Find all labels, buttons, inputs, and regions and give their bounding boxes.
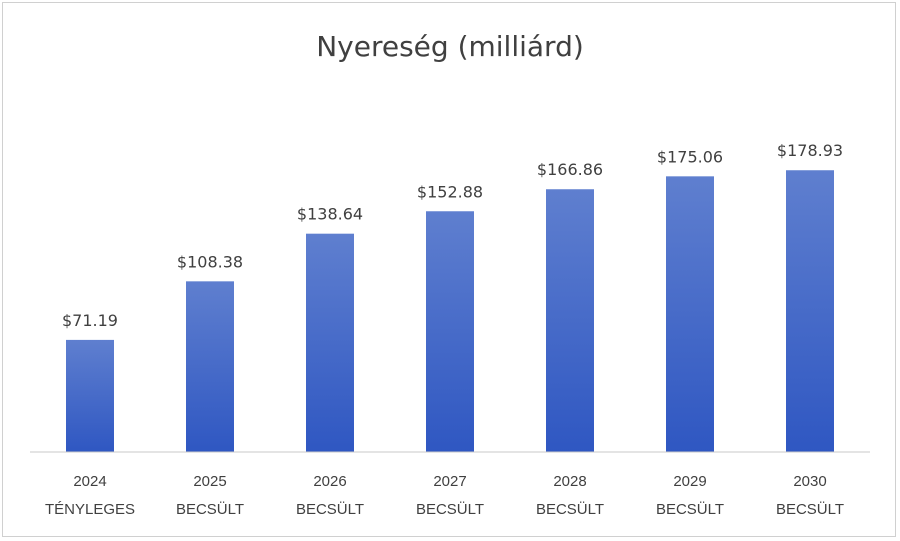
data-label-2024: $71.19 [62, 311, 118, 330]
x-tick-year-2029: 2029 [673, 473, 706, 490]
x-tick-year-2028: 2028 [553, 473, 586, 490]
x-tick-type-2029: BECSÜLT [656, 500, 724, 518]
x-tick-year-2030: 2030 [793, 473, 826, 490]
x-tick-type-2027: BECSÜLT [416, 500, 484, 518]
x-tick-year-2024: 2024 [73, 473, 106, 490]
bar-2030 [786, 170, 834, 452]
bars-group [66, 170, 834, 453]
bar-2027 [426, 211, 474, 452]
data-labels-group: $71.19 $108.38 $138.64 $152.88 $166.86 $175.0… [62, 141, 843, 330]
data-label-2030: $178.93 [777, 141, 843, 160]
x-tick-type-2025: BECSÜLT [176, 500, 244, 518]
x-tick-year-2027: 2027 [433, 473, 466, 490]
data-label-2029: $175.06 [657, 147, 723, 166]
x-tick-year-2025: 2025 [193, 473, 226, 490]
data-label-2028: $166.86 [537, 160, 603, 179]
bar-2028 [546, 189, 594, 453]
x-tick-type-2028: BECSÜLT [536, 500, 604, 518]
data-label-2026: $138.64 [297, 205, 363, 224]
x-tick-type-2026: BECSÜLT [296, 500, 364, 518]
data-label-2027: $152.88 [417, 182, 483, 201]
x-tick-type-2024: TÉNYLEGES [45, 501, 135, 518]
bar-2025 [186, 281, 234, 452]
x-tick-labels-group: 2024 TÉNYLEGES 2025 BECSÜLT 2026 BECSÜLT 2027 B… [45, 473, 844, 518]
x-tick-type-2030: BECSÜLT [776, 500, 844, 518]
bar-2029 [666, 176, 714, 453]
data-label-2025: $108.38 [177, 252, 243, 271]
chart-title: Nyereség (milliárd) [316, 30, 584, 63]
x-tick-year-2026: 2026 [313, 473, 346, 490]
bar-2024 [66, 339, 114, 452]
bar-2026 [306, 233, 354, 452]
